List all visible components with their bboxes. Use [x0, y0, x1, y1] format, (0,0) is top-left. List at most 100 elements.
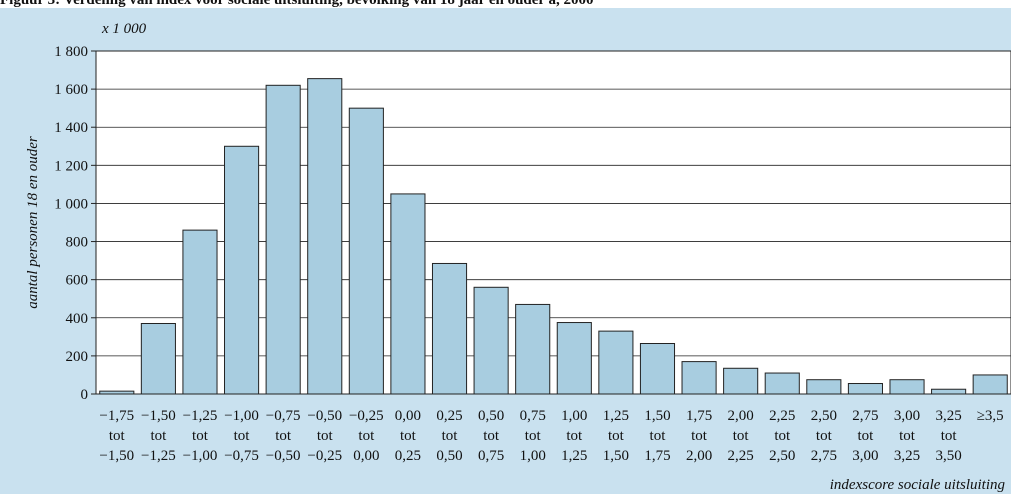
x-tick-label: 2,00: [686, 448, 712, 464]
x-tick-label: tot: [608, 428, 625, 444]
x-tick-label: 0,00: [395, 408, 421, 424]
x-tick-label: 1,00: [520, 448, 546, 464]
x-tick-label: tot: [858, 428, 875, 444]
y-axis-label: aantal personen 18 en ouder: [25, 136, 41, 309]
x-tick-label: 0,50: [478, 408, 504, 424]
x-tick-label: 3,50: [935, 448, 961, 464]
x-tick-label: tot: [650, 428, 667, 444]
x-tick-label: 2,25: [769, 408, 795, 424]
bar: [556, 322, 592, 395]
bar: [265, 84, 301, 395]
bar: [390, 193, 426, 395]
x-tick-label: 0,50: [436, 448, 462, 464]
x-tick-label: 1,50: [644, 408, 670, 424]
x-tick-label: 1,25: [603, 408, 629, 424]
bar: [889, 379, 925, 395]
x-tick-label: tot: [234, 428, 251, 444]
x-tick-label: 2,50: [769, 448, 795, 464]
x-tick-label: −1,00: [224, 408, 259, 424]
x-tick-label: −0,75: [266, 408, 301, 424]
x-tick-label: tot: [442, 428, 459, 444]
bar: [307, 78, 343, 395]
x-tick-label: tot: [150, 428, 167, 444]
x-tick-label: tot: [275, 428, 292, 444]
x-tick-label: 0,25: [436, 408, 462, 424]
x-tick-label: 3,00: [852, 448, 878, 464]
x-tick-label: 3,25: [935, 408, 961, 424]
x-tick-label: −1,25: [141, 448, 176, 464]
x-tick-label: 2,75: [811, 448, 837, 464]
x-tick-label: tot: [109, 428, 126, 444]
bar: [348, 107, 384, 395]
bar: [723, 367, 759, 395]
x-tick-label: −0,25: [349, 408, 384, 424]
y-tick-label: 1 600: [54, 82, 88, 98]
x-tick-label: ≥3,5: [977, 408, 1004, 424]
figure-caption: Figuur 3: Verdeling van index voor socia…: [0, 0, 594, 8]
x-tick-label: 3,00: [894, 408, 920, 424]
bars: [99, 78, 1008, 395]
y-tick-label: 0: [81, 387, 89, 403]
bar: [224, 145, 260, 395]
x-tick-label: 1,75: [644, 448, 670, 464]
y-tick-label: 400: [66, 311, 89, 327]
bar: [515, 303, 551, 395]
x-tick-label: 3,25: [894, 448, 920, 464]
x-tick-label: 0,75: [478, 448, 504, 464]
x-tick-label: tot: [566, 428, 583, 444]
y-tick-label: 800: [66, 235, 89, 251]
x-tick-label: 2,50: [811, 408, 837, 424]
x-tick-label: tot: [691, 428, 708, 444]
x-tick-label: 2,25: [728, 448, 754, 464]
bar: [806, 379, 842, 395]
x-tick-label: tot: [774, 428, 791, 444]
x-tick-label: 2,00: [728, 408, 754, 424]
x-tick-label: 0,00: [353, 448, 379, 464]
y-tick-label: 1 400: [54, 120, 88, 136]
x-tick-label: tot: [733, 428, 750, 444]
x-tick-label: 1,75: [686, 408, 712, 424]
x-tick-label: 0,25: [395, 448, 421, 464]
x-tick-label: tot: [525, 428, 542, 444]
bar: [598, 330, 634, 395]
y-tick-label: 200: [66, 349, 89, 365]
y-tick-labels: 0 200 400 600 800 1 000 1 200 1 400 1 600 1 800: [54, 44, 88, 403]
x-tick-label: tot: [192, 428, 209, 444]
x-tick-label: −0,25: [307, 448, 342, 464]
x-tick-label: tot: [317, 428, 334, 444]
bar: [473, 286, 509, 395]
x-tick-labels: −1,75tot−1,50−1,50tot−1,25−1,25tot−1,00−…: [99, 408, 1003, 464]
x-tick-label: −1,75: [99, 408, 134, 424]
bar: [182, 229, 218, 395]
unit-label: x 1 000: [101, 21, 147, 37]
x-tick-label: −0,50: [266, 448, 301, 464]
bar: [681, 361, 717, 395]
x-axis-label: indexscore sociale uitsluiting: [830, 477, 1006, 493]
bar: [639, 343, 676, 395]
bar: [764, 372, 800, 395]
x-tick-label: 0,75: [520, 408, 546, 424]
bar: [431, 262, 468, 395]
x-tick-label: 1,50: [603, 448, 629, 464]
x-tick-label: tot: [941, 428, 958, 444]
bar: [99, 390, 135, 395]
bar: [847, 383, 883, 395]
x-tick-label: −0,75: [224, 448, 259, 464]
y-tick-label: 600: [66, 273, 89, 289]
x-tick-label: tot: [358, 428, 375, 444]
x-tick-label: 2,75: [852, 408, 878, 424]
x-tick-label: −1,00: [183, 448, 218, 464]
x-tick-label: tot: [400, 428, 417, 444]
bar: [972, 374, 1008, 395]
x-tick-label: 1,25: [561, 448, 587, 464]
bar: [140, 322, 176, 395]
x-tick-label: −1,50: [141, 408, 176, 424]
x-tick-label: 1,00: [561, 408, 587, 424]
x-tick-label: −1,25: [183, 408, 218, 424]
x-tick-label: −0,50: [307, 408, 342, 424]
chart-panel: 0 200 400 600 800 1 000 1 200 1 400 1 600 1 800 −…: [0, 8, 1011, 494]
bar: [931, 388, 967, 395]
x-tick-label: tot: [483, 428, 500, 444]
x-tick-label: −1,50: [99, 448, 134, 464]
